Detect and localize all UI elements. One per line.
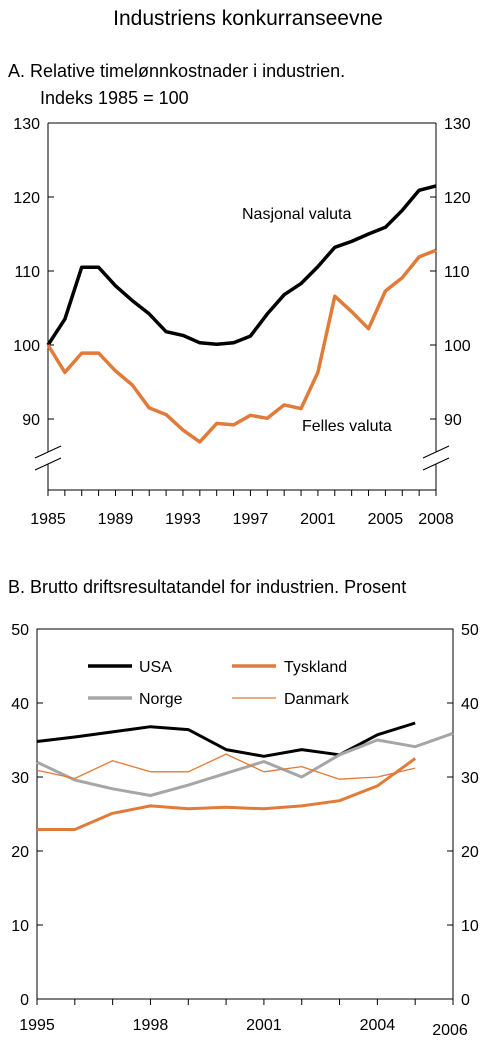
- series-line-felles-valuta: [46, 248, 437, 444]
- panel-a-axis-break-mark: [34, 445, 62, 459]
- panel-a-x-tick-label: 1993: [165, 511, 201, 528]
- panel-a-y-tick-label-right: 100: [444, 338, 471, 355]
- panel-a-x-tick-label: 2005: [368, 511, 404, 528]
- panel-a-axis-break-mark: [422, 457, 450, 471]
- legend-label-norge: Norge: [139, 691, 183, 708]
- panel-a-y-tick-label-right: 110: [444, 264, 470, 281]
- panel-a-y-tick-label: 100: [13, 338, 40, 355]
- panel-a-title: A. Relative timelønnkostnader i industri…: [8, 61, 345, 81]
- panel-a-y-tick-label-right: 130: [444, 116, 471, 133]
- panel-a-y-tick-label-right: 120: [444, 190, 471, 207]
- panel-b-y-tick-label: 10: [11, 918, 29, 935]
- series-line-danmark: [36, 753, 416, 780]
- series-line-norge: [36, 731, 454, 797]
- panel-b-frame: [36, 628, 454, 1000]
- panel-a-chart: A. Relative timelønnkostnader i industri…: [8, 61, 471, 528]
- panel-b-y-tick-label: 40: [11, 696, 29, 713]
- panel-b-x-tick-label: 2004: [360, 1017, 396, 1034]
- panel-a-y-tick-label-right: 90: [444, 412, 462, 429]
- panel-b-x-tick-label: 1998: [133, 1017, 169, 1034]
- panel-b-chart: B. Brutto driftsresultatandel for indust…: [8, 577, 479, 1039]
- panel-b-x-tick-label: 1995: [19, 1017, 55, 1034]
- panel-a-x-tick-label: 1989: [98, 511, 134, 528]
- panel-b-x-tick-label: 2001: [246, 1017, 282, 1034]
- panel-b-y-tick-label-right: 0: [461, 992, 470, 1009]
- panel-b-y-tick-label: 50: [11, 622, 29, 639]
- series-label-nasjonal-valuta: Nasjonal valuta: [242, 206, 352, 223]
- panel-a-x-tick-label: 1985: [30, 511, 66, 528]
- panel-b-y-tick-label-right: 40: [461, 696, 479, 713]
- panel-b-y-tick-label: 30: [11, 770, 29, 787]
- panel-b-title: B. Brutto driftsresultatandel for indust…: [8, 577, 406, 597]
- panel-a-axis-break-mark: [34, 457, 62, 471]
- panel-b-y-tick-label-right: 30: [461, 770, 479, 787]
- legend-label-usa: USA: [139, 659, 172, 676]
- series-label-felles-valuta: Felles valuta: [302, 418, 392, 435]
- series-line-usa: [36, 721, 416, 758]
- panel-a-subtitle: Indeks 1985 = 100: [40, 88, 189, 108]
- legend-label-tyskland: Tyskland: [284, 659, 347, 676]
- series-line-tyskland: [37, 757, 417, 831]
- series-line-nasjonal-valuta: [46, 184, 437, 347]
- legend-label-danmark: Danmark: [284, 691, 350, 708]
- panel-a-y-tick-label: 120: [13, 190, 40, 207]
- panel-a-x-tick-label: 2008: [418, 511, 454, 528]
- panel-a-x-tick-label: 2001: [300, 511, 336, 528]
- panel-a-y-tick-label: 130: [13, 116, 40, 133]
- panel-b-y-tick-label: 20: [11, 844, 29, 861]
- panel-a-y-tick-label: 110: [14, 264, 40, 281]
- panel-b-y-tick-label-right: 10: [461, 918, 479, 935]
- panel-b-x-tick-label: 2006: [432, 1022, 468, 1039]
- panel-b-y-tick-label-right: 50: [461, 622, 479, 639]
- panel-a-x-tick-label: 1997: [233, 511, 269, 528]
- panel-b-y-tick-label: 0: [20, 992, 29, 1009]
- figure-title: Industriens konkurranseevne: [113, 7, 383, 30]
- panel-b-y-tick-label-right: 20: [461, 844, 479, 861]
- panel-a-y-tick-label: 90: [22, 412, 40, 429]
- panel-b-legend: USA Tyskland Norge Danmark: [88, 659, 350, 708]
- panel-a-axis-break-mark: [422, 445, 450, 459]
